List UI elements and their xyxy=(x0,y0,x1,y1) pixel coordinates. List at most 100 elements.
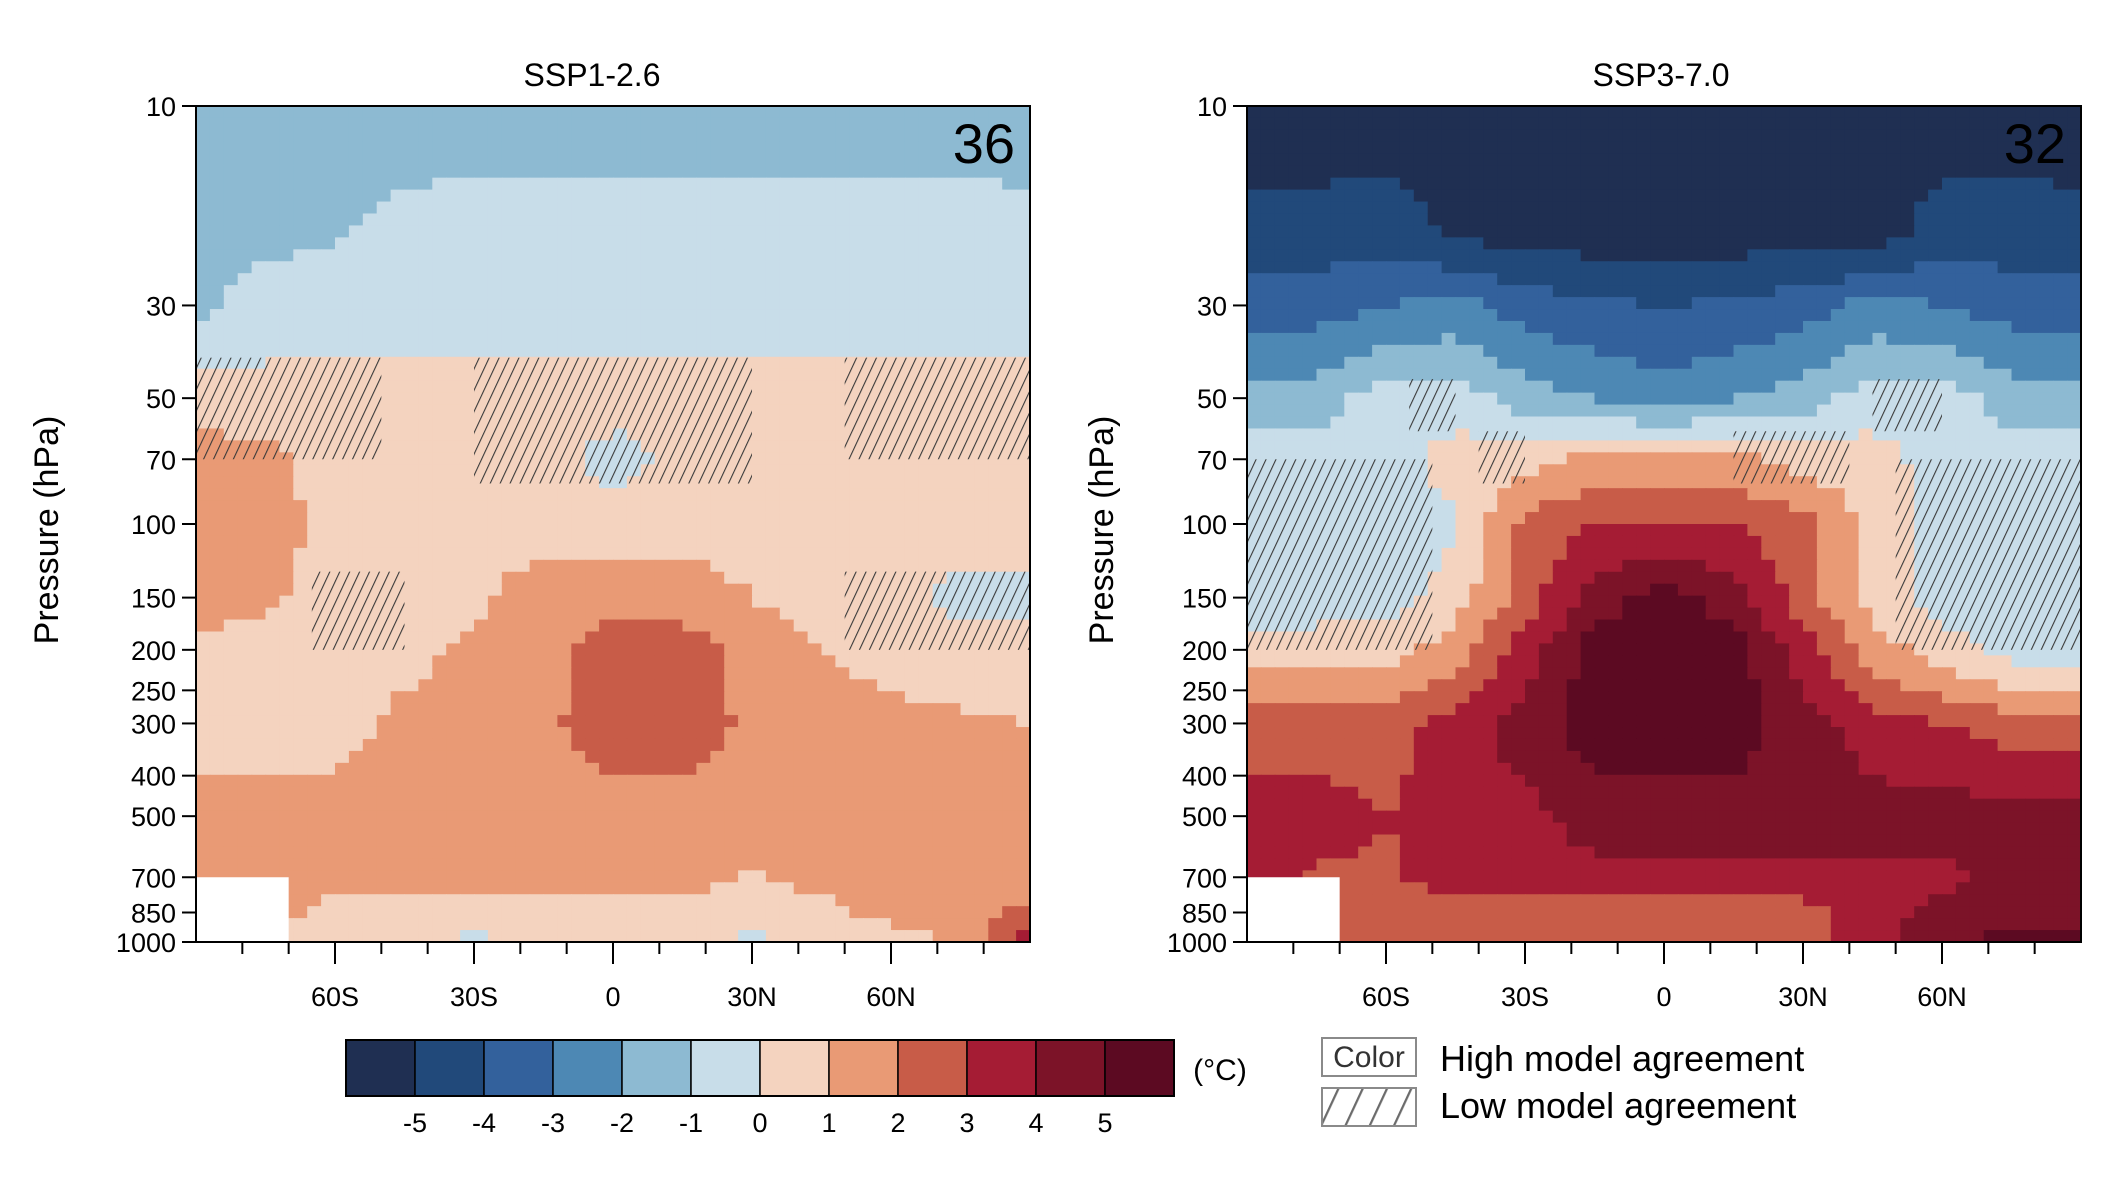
contour-cell xyxy=(779,750,795,764)
contour-cell xyxy=(779,404,795,418)
contour-cell xyxy=(1872,177,1887,191)
y-tick-label: 850 xyxy=(131,898,176,928)
contour-cell xyxy=(404,595,419,609)
contour-cell xyxy=(432,285,447,298)
contour-cell xyxy=(529,177,545,191)
contour-cell xyxy=(1552,189,1568,203)
contour-cell xyxy=(223,691,239,704)
contour-cell xyxy=(640,285,656,298)
contour-cell xyxy=(779,344,795,358)
contour-cell xyxy=(432,440,447,453)
contour-cell xyxy=(390,762,406,776)
contour-cell xyxy=(251,261,267,274)
contour-cell xyxy=(1664,129,1679,143)
contour-cell xyxy=(196,201,211,215)
contour-cell xyxy=(821,416,836,430)
contour-cell xyxy=(599,309,614,322)
contour-cell xyxy=(196,750,211,764)
contour-cell xyxy=(362,165,378,179)
contour-cell xyxy=(321,237,336,250)
contour-cell xyxy=(321,297,336,310)
contour-cell xyxy=(1705,153,1721,167)
contour-cell xyxy=(2039,129,2054,143)
contour-cell xyxy=(571,165,586,179)
contour-cell xyxy=(626,882,642,895)
contour-cell xyxy=(571,524,586,537)
contour-cell xyxy=(1441,201,1457,215)
contour-cell xyxy=(1016,882,1031,895)
contour-cell xyxy=(1608,117,1623,131)
contour-cell xyxy=(807,762,823,776)
contour-cell xyxy=(362,727,378,740)
contour-cell xyxy=(474,703,489,716)
contour-cell xyxy=(793,249,809,262)
contour-cell xyxy=(668,786,684,800)
contour-cell xyxy=(376,846,392,859)
contour-cell xyxy=(807,440,823,453)
contour-cell xyxy=(529,870,545,883)
contour-cell xyxy=(571,249,586,262)
contour-cell xyxy=(654,524,670,537)
contour-cell xyxy=(1372,237,1387,250)
contour-cell xyxy=(1664,177,1679,191)
contour-cell xyxy=(348,213,364,227)
contour-cell xyxy=(432,930,447,943)
contour-cell xyxy=(557,512,572,525)
contour-cell xyxy=(849,870,864,883)
contour-cell xyxy=(404,750,419,764)
contour-cell xyxy=(418,368,433,382)
contour-cell xyxy=(807,679,823,692)
contour-cell xyxy=(877,344,892,358)
contour-cell xyxy=(835,177,850,191)
contour-cell xyxy=(626,727,642,740)
contour-cell xyxy=(1260,153,1276,167)
contour-cell xyxy=(932,512,948,525)
contour-cell xyxy=(460,810,475,824)
contour-cell xyxy=(918,512,934,525)
contour-cell xyxy=(821,213,836,227)
contour-cell xyxy=(265,201,280,215)
contour-cell xyxy=(599,822,614,836)
contour-cell xyxy=(376,858,392,871)
contour-cell xyxy=(1274,153,1290,167)
contour-cell xyxy=(1469,177,1484,191)
contour-cell xyxy=(1247,201,1262,215)
contour-cell xyxy=(279,213,294,227)
contour-cell xyxy=(460,416,475,430)
contour-cell xyxy=(1483,129,1498,143)
contour-cell xyxy=(293,930,308,943)
contour-cell xyxy=(223,344,239,358)
contour-cell xyxy=(918,249,934,262)
contour-cell xyxy=(779,153,795,167)
contour-cell xyxy=(765,464,781,477)
contour-cell xyxy=(376,882,392,895)
contour-cell xyxy=(696,225,711,238)
contour-cell xyxy=(752,918,767,931)
contour-cell xyxy=(1016,691,1031,704)
contour-cell xyxy=(710,524,725,537)
contour-cell xyxy=(752,309,767,322)
contour-cell xyxy=(599,882,614,895)
contour-cell xyxy=(765,906,781,919)
contour-cell xyxy=(668,894,684,907)
contour-cell xyxy=(1664,117,1679,131)
contour-cell xyxy=(515,870,531,883)
contour-cell xyxy=(265,631,280,645)
contour-cell xyxy=(626,750,642,764)
contour-cell xyxy=(1016,476,1031,489)
contour-cell xyxy=(515,547,531,561)
contour-cell xyxy=(1955,201,1971,215)
contour-cell xyxy=(724,535,739,549)
contour-cell xyxy=(821,607,836,621)
contour-cell xyxy=(237,846,253,859)
contour-cell xyxy=(626,918,642,931)
contour-cell xyxy=(446,189,461,203)
contour-cell xyxy=(779,261,795,274)
contour-cell xyxy=(557,738,572,752)
contour-cell xyxy=(1914,117,1929,131)
contour-cell xyxy=(974,332,989,346)
contour-cell xyxy=(348,524,364,537)
contour-cell xyxy=(446,798,461,812)
contour-cell xyxy=(307,703,322,716)
contour-cell xyxy=(529,715,545,728)
